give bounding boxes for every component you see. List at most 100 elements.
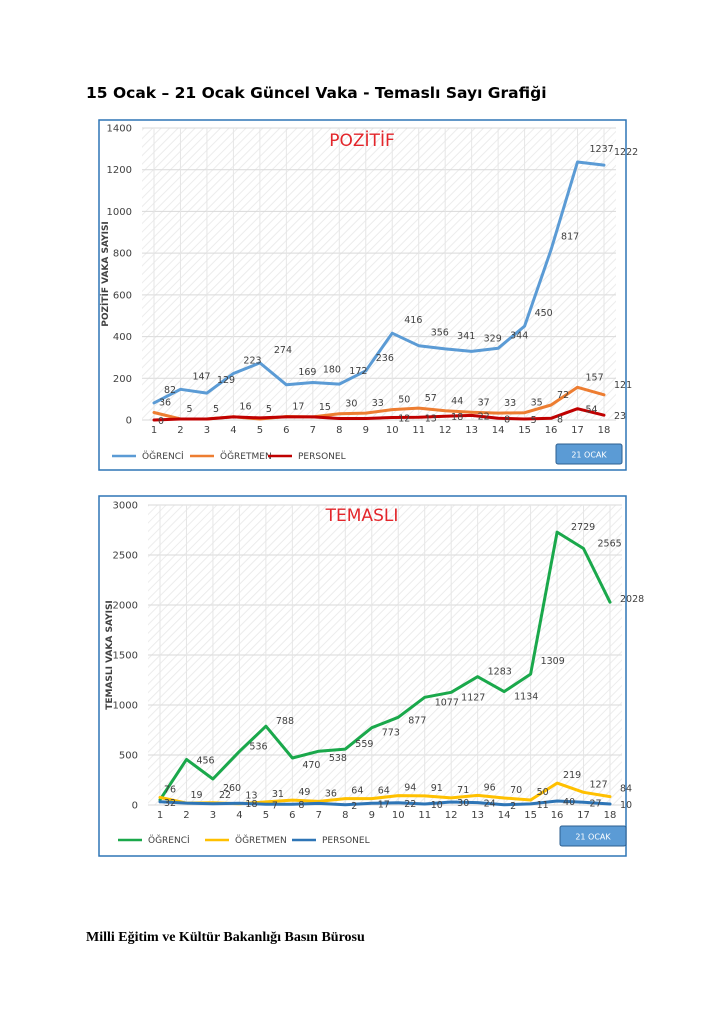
data-label: 1134 bbox=[514, 692, 538, 703]
y-tick-label: 500 bbox=[119, 751, 138, 762]
page-title: 15 Ocak – 21 Ocak Güncel Vaka - Temaslı … bbox=[86, 84, 547, 102]
data-label: 17 bbox=[292, 401, 304, 412]
x-tick-label: 15 bbox=[524, 810, 537, 821]
data-label: 30 bbox=[457, 798, 469, 809]
data-label: 5 bbox=[186, 404, 192, 415]
data-label: 76 bbox=[164, 784, 176, 795]
data-label: 94 bbox=[404, 783, 416, 794]
data-label: 33 bbox=[372, 398, 384, 409]
data-label: 17 bbox=[378, 799, 390, 810]
data-label: 37 bbox=[478, 397, 490, 408]
x-tick-label: 7 bbox=[310, 425, 316, 436]
y-tick-label: 400 bbox=[113, 332, 132, 343]
data-label: 5 bbox=[531, 415, 537, 426]
data-label: 40 bbox=[563, 797, 575, 808]
x-tick-label: 16 bbox=[551, 810, 564, 821]
data-label: 877 bbox=[408, 715, 426, 726]
footer-text: Milli Eğitim ve Kültür Bakanlığı Basın B… bbox=[86, 930, 365, 945]
data-label: 15 bbox=[319, 402, 331, 413]
legend-label: PERSONEL bbox=[322, 836, 370, 846]
date-badge bbox=[559, 825, 627, 847]
data-label: 50 bbox=[398, 395, 410, 406]
data-label: 13 bbox=[245, 791, 257, 802]
x-tick-label: 11 bbox=[418, 810, 431, 821]
data-label: 2565 bbox=[598, 539, 622, 550]
x-tick-label: 1 bbox=[157, 810, 163, 821]
data-label: 2 bbox=[351, 801, 357, 812]
series-line-1 bbox=[152, 160, 606, 405]
data-label: 22 bbox=[219, 790, 231, 801]
x-tick-label: 4 bbox=[236, 810, 242, 821]
y-tick-label: 2500 bbox=[113, 551, 138, 562]
data-label: 10 bbox=[431, 800, 443, 811]
series-line-1 bbox=[158, 530, 612, 802]
x-tick-label: 3 bbox=[204, 425, 210, 436]
data-label: 96 bbox=[484, 782, 496, 793]
data-label: 470 bbox=[302, 760, 320, 771]
y-axis-label: POZİTİF VAKA SAYISI bbox=[100, 221, 111, 327]
x-tick-label: 2 bbox=[183, 810, 189, 821]
x-tick-label: 6 bbox=[283, 425, 289, 436]
x-tick-label: 12 bbox=[439, 425, 452, 436]
data-label: 172 bbox=[349, 366, 367, 377]
y-tick-label: 1500 bbox=[113, 651, 138, 662]
data-label: 2 bbox=[510, 801, 516, 812]
y-tick-label: 1200 bbox=[107, 165, 132, 176]
data-label: 559 bbox=[355, 739, 373, 750]
data-label: 2028 bbox=[620, 594, 644, 605]
data-label: 1222 bbox=[614, 147, 638, 158]
y-axis-label: TEMASLI VAKA SAYISI bbox=[105, 600, 115, 710]
data-label: 57 bbox=[425, 393, 437, 404]
data-label: 1237 bbox=[590, 144, 614, 155]
data-label: 10 bbox=[620, 800, 632, 811]
data-label: 27 bbox=[590, 798, 602, 809]
data-label: 536 bbox=[249, 741, 267, 752]
data-label: 236 bbox=[376, 353, 394, 364]
legend-label: ÖĞRETMEN bbox=[235, 834, 287, 846]
data-label: 33 bbox=[504, 398, 516, 409]
data-label: 129 bbox=[217, 375, 235, 386]
data-label: 36 bbox=[325, 788, 337, 799]
data-label: 8 bbox=[504, 414, 510, 425]
data-label: 64 bbox=[378, 786, 390, 797]
x-tick-label: 17 bbox=[577, 810, 590, 821]
data-label: 773 bbox=[382, 728, 400, 739]
data-label: 1127 bbox=[461, 692, 485, 703]
data-label: 329 bbox=[484, 333, 502, 344]
x-tick-label: 10 bbox=[392, 810, 405, 821]
data-label: 127 bbox=[590, 779, 608, 790]
x-tick-label: 7 bbox=[316, 810, 322, 821]
data-label: 1283 bbox=[488, 667, 512, 678]
x-tick-label: 6 bbox=[289, 810, 295, 821]
data-label: 50 bbox=[537, 787, 549, 798]
data-label: 456 bbox=[196, 755, 214, 766]
data-label: 24 bbox=[484, 799, 496, 810]
data-label: 5 bbox=[266, 404, 272, 415]
data-label: 49 bbox=[298, 787, 310, 798]
data-label: 1077 bbox=[435, 697, 459, 708]
x-tick-label: 17 bbox=[571, 425, 584, 436]
date-badge-label: 21 OCAK bbox=[571, 451, 607, 460]
data-label: 219 bbox=[563, 770, 581, 781]
data-label: 788 bbox=[276, 716, 294, 727]
x-tick-label: 14 bbox=[498, 810, 511, 821]
data-label: 84 bbox=[620, 784, 632, 795]
data-label: 11 bbox=[537, 800, 549, 811]
data-label: 344 bbox=[510, 330, 528, 341]
data-label: 2729 bbox=[571, 522, 595, 533]
legend-label: ÖĞRENCİ bbox=[142, 450, 184, 462]
data-label: 16 bbox=[239, 402, 251, 413]
y-tick-label: 1000 bbox=[107, 207, 132, 218]
data-label: 341 bbox=[457, 331, 475, 342]
x-tick-label: 16 bbox=[545, 425, 558, 436]
y-tick-label: 0 bbox=[126, 416, 132, 427]
data-label: 32 bbox=[164, 798, 176, 809]
data-label: 8 bbox=[557, 414, 563, 425]
data-label: 31 bbox=[272, 789, 284, 800]
y-tick-label: 600 bbox=[113, 290, 132, 301]
data-label: 5 bbox=[213, 404, 219, 415]
data-label: 35 bbox=[531, 398, 543, 409]
data-label: 169 bbox=[298, 367, 316, 378]
data-label: 91 bbox=[431, 783, 443, 794]
